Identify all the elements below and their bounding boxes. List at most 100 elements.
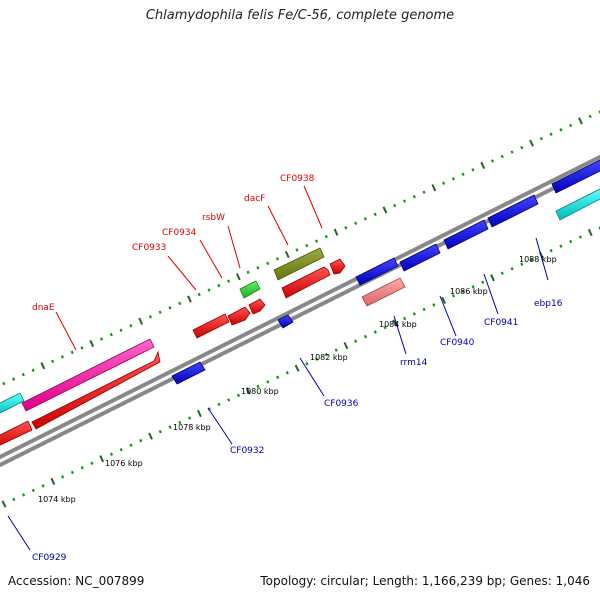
gene-label-CF0941: CF0941	[484, 318, 518, 328]
outer-tick	[520, 145, 524, 150]
inner-tick	[471, 285, 475, 289]
inner-tick	[354, 339, 358, 343]
outer-tick	[187, 295, 192, 303]
outer-tick	[235, 273, 241, 281]
gene-feature-dnaE	[21, 338, 155, 412]
gene-feature-rsbW	[239, 280, 261, 299]
outer-tick	[412, 194, 416, 199]
label-leaders	[7, 185, 549, 551]
gene-feature-blue-c	[551, 159, 600, 194]
scale-label-1074: 1074 kbp	[38, 495, 76, 504]
inner-tick	[139, 438, 143, 443]
inner-tick	[61, 475, 65, 479]
gene-label-CF0934: CF0934	[162, 228, 197, 238]
gene-feature-CF0940	[399, 243, 441, 272]
inner-tick	[324, 352, 328, 357]
inner-tick	[363, 334, 368, 339]
inner-tick	[41, 484, 45, 488]
inner-tick	[578, 235, 583, 239]
inner-tick	[178, 420, 182, 425]
inner-tick	[99, 455, 105, 463]
inner-tick	[129, 443, 133, 447]
outer-tick	[305, 243, 309, 248]
inner-tick	[227, 398, 231, 402]
inner-tick	[109, 452, 114, 456]
inner-tick	[490, 274, 495, 282]
inner-tick	[481, 280, 485, 285]
gene-labels-forward: dnaE CF0933 CF0934 rsbW dacF CF0938	[32, 174, 315, 313]
inner-tick	[31, 488, 35, 493]
outer-tick	[578, 117, 583, 125]
outer-tick	[354, 221, 358, 226]
scale-label-1088: 1088 kbp	[519, 255, 557, 264]
gene-label-CF0932: CF0932	[230, 446, 264, 456]
outer-tick	[217, 283, 221, 288]
scale-label-1076: 1076 kbp	[105, 459, 143, 468]
outer-tick	[275, 257, 280, 261]
gene-label-dnaE: dnaE	[32, 303, 55, 313]
inner-tick	[266, 380, 270, 384]
outer-tick	[471, 168, 475, 172]
outer-tick	[109, 332, 113, 337]
inner-tick	[70, 470, 74, 475]
outer-tick	[80, 346, 84, 350]
inner-tick	[50, 477, 56, 486]
inner-tick	[383, 325, 387, 330]
outer-tick	[40, 362, 46, 370]
outer-tick	[529, 139, 534, 147]
inner-tick	[196, 409, 202, 418]
scale-ticks-outer	[2, 110, 600, 386]
scale-label-1082: 1082 kbp	[310, 353, 348, 362]
inner-tick	[520, 262, 524, 266]
accession-text: Accession: NC_007899	[8, 574, 145, 588]
outer-tick	[178, 301, 182, 306]
inner-tick	[343, 342, 349, 350]
gene-label-CF0940: CF0940	[440, 338, 475, 348]
outer-tick	[21, 372, 25, 377]
outer-tick	[138, 317, 144, 325]
outer-tick	[314, 239, 319, 243]
scale-label-1078: 1078 kbp	[173, 423, 211, 432]
outer-tick	[168, 306, 172, 310]
outer-tick	[2, 381, 6, 386]
outer-tick	[246, 270, 250, 274]
inner-tick	[451, 294, 456, 298]
outer-tick	[461, 172, 465, 177]
gene-feature-ebp16	[555, 188, 600, 221]
outer-tick	[422, 190, 426, 194]
inner-tick	[422, 307, 426, 312]
outer-tick	[480, 161, 486, 170]
inner-tick	[217, 402, 221, 407]
forward-features	[0, 247, 346, 446]
outer-tick	[373, 212, 377, 217]
gene-feature-CF0933	[192, 313, 230, 339]
outer-tick	[490, 159, 495, 163]
gene-feature-red-main	[31, 350, 161, 430]
outer-tick	[227, 279, 231, 283]
outer-tick	[569, 123, 573, 128]
outer-tick	[31, 368, 35, 372]
inner-tick	[119, 447, 123, 452]
outer-tick	[431, 184, 437, 192]
outer-tick	[500, 154, 504, 159]
gene-feature-dacF-red	[281, 266, 331, 299]
inner-tick	[461, 289, 465, 294]
outer-tick	[11, 377, 16, 381]
gene-label-CF0936: CF0936	[324, 399, 359, 409]
inner-tick	[245, 387, 251, 395]
outer-tick	[148, 315, 152, 319]
map-title: Chlamydophila felis Fe/C-56, complete ge…	[145, 8, 455, 23]
inner-tick	[285, 371, 289, 375]
outer-tick	[549, 132, 553, 136]
inner-tick	[315, 357, 319, 361]
outer-tick	[588, 114, 592, 119]
inner-tick	[587, 228, 593, 237]
outer-tick	[559, 128, 563, 132]
inner-tick	[276, 375, 280, 380]
outer-tick	[539, 136, 543, 141]
inner-tick	[1, 500, 7, 508]
inner-tick	[90, 461, 94, 465]
inner-tick	[21, 493, 26, 497]
reverse-features	[171, 159, 600, 385]
